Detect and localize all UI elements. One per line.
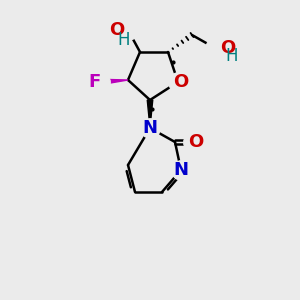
Text: N: N: [142, 119, 158, 137]
Text: O: O: [188, 133, 204, 151]
Text: N: N: [173, 161, 188, 179]
Text: O: O: [173, 73, 189, 91]
Text: O: O: [220, 39, 235, 57]
Polygon shape: [100, 79, 128, 85]
Text: F: F: [89, 73, 101, 91]
Polygon shape: [147, 100, 153, 128]
Text: H: H: [226, 47, 238, 65]
Text: O: O: [109, 21, 124, 39]
Text: H: H: [118, 31, 130, 49]
